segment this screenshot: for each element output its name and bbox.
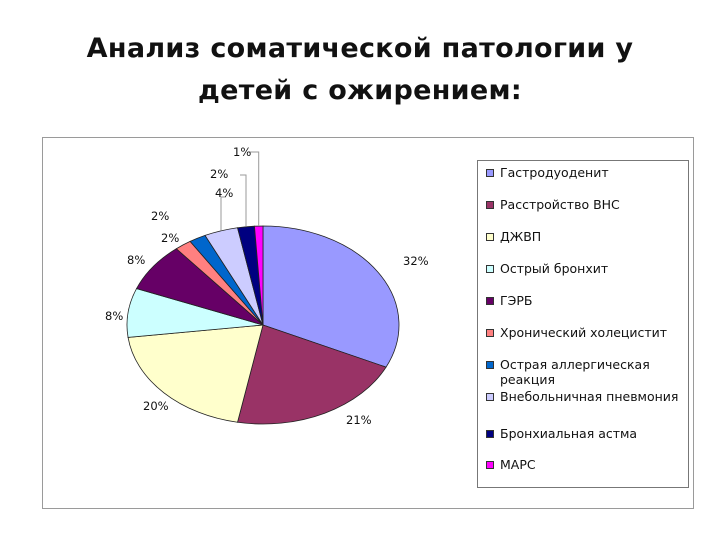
data-label: 2% xyxy=(210,167,228,181)
data-label: 2% xyxy=(161,231,179,245)
data-label: 32% xyxy=(403,254,429,268)
legend-swatch xyxy=(486,297,494,305)
legend-label: Острая аллергическая реакция xyxy=(500,357,650,387)
slide-title: Анализ соматической патологии у детей с … xyxy=(40,28,680,112)
legend-swatch xyxy=(486,329,494,337)
chart-legend: Гастродуоденит Расстройство ВНС ДЖВП Ост… xyxy=(477,160,689,488)
data-label: 8% xyxy=(105,309,123,323)
legend-label: Гастродуоденит xyxy=(500,165,609,180)
data-label: 2% xyxy=(151,209,169,223)
data-label: 21% xyxy=(346,413,372,427)
pie-chart: 32% 21% 20% 8% 8% 2% 2% 4% 2% 1% xyxy=(105,145,429,427)
leader-line xyxy=(220,196,226,231)
legend-label: Бронхиальная астма xyxy=(500,426,638,441)
legend-swatch xyxy=(486,430,494,438)
leader-line xyxy=(248,151,260,226)
legend-swatch xyxy=(486,361,494,369)
leader-line xyxy=(240,174,247,227)
legend-label: Расстройство ВНС xyxy=(500,197,620,212)
data-label: 20% xyxy=(143,399,169,413)
data-label: 1% xyxy=(233,145,251,159)
slide-title-line-2: детей с ожирением: xyxy=(198,75,522,106)
slice-mars xyxy=(254,225,264,326)
legend-label: МАРС xyxy=(500,457,536,472)
legend-swatch xyxy=(486,265,494,273)
legend-swatch xyxy=(486,393,494,401)
legend-label: Внебольничная пневмония xyxy=(500,389,679,404)
slice-gastroduodenitis xyxy=(262,225,400,368)
data-label: 4% xyxy=(215,186,233,200)
legend-swatch xyxy=(486,201,494,209)
legend-label: Острый бронхит xyxy=(500,261,609,276)
legend-label: ДЖВП xyxy=(500,229,542,244)
legend-swatch xyxy=(486,461,494,469)
legend-swatch xyxy=(486,233,494,241)
legend-swatch xyxy=(486,169,494,177)
data-label: 8% xyxy=(127,253,145,267)
slice-djvp xyxy=(127,324,264,423)
chart-area: 32% 21% 20% 8% 8% 2% 2% 4% 2% 1% xyxy=(42,137,694,509)
slice-vns-disorder xyxy=(237,324,387,425)
slide-title-line-1: Анализ соматической патологии у xyxy=(86,33,634,64)
legend-label: ГЭРБ xyxy=(500,293,533,308)
legend-label: Хронический холецистит xyxy=(500,325,668,340)
